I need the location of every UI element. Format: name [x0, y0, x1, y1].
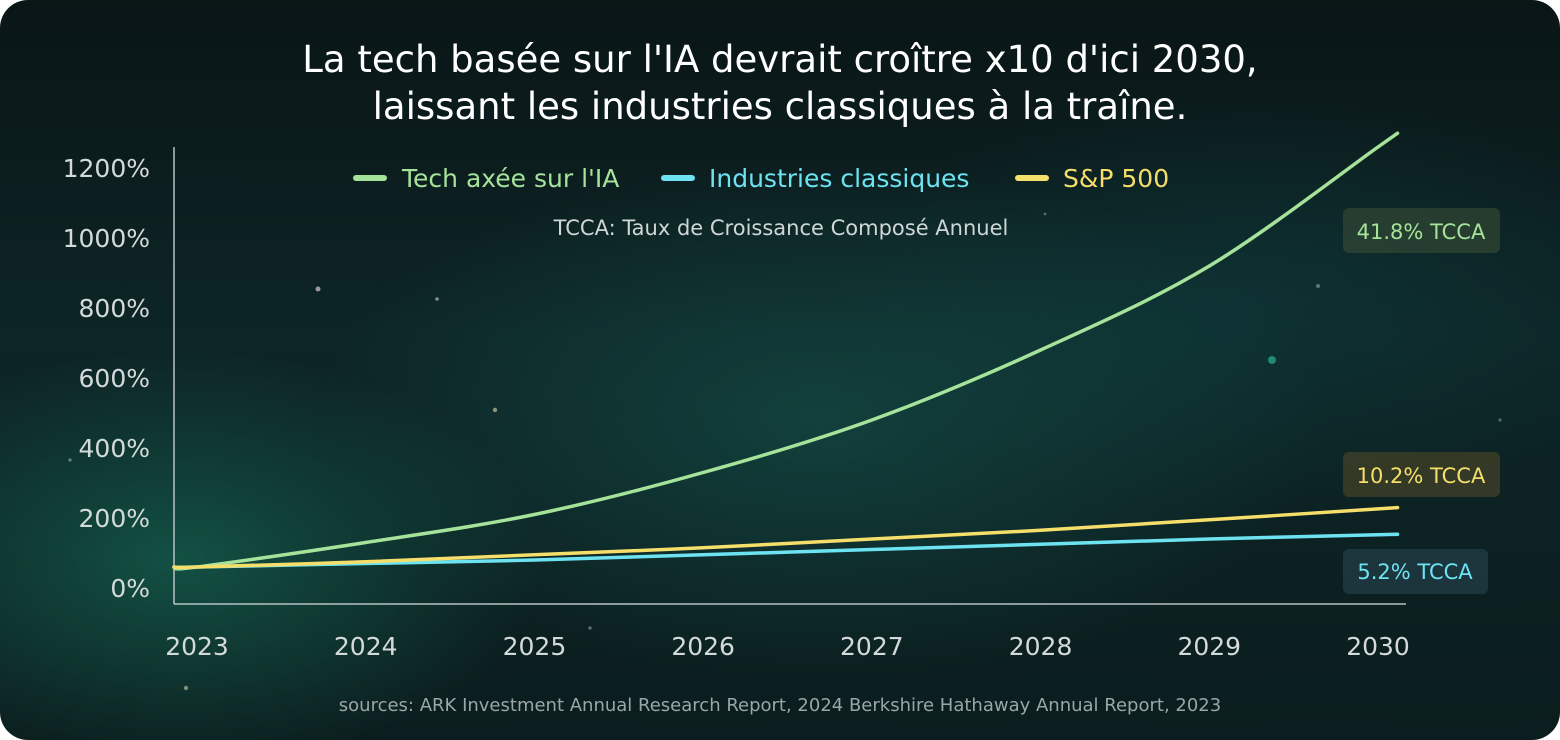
chart-title-line-2: laissant les industries classiques à la … [373, 85, 1188, 128]
x-tick-label: 2025 [503, 632, 567, 661]
y-tick-label: 1000% [63, 224, 150, 253]
source-note: sources: ARK Investment Annual Research … [339, 695, 1221, 716]
chart-title-line-1: La tech basée sur l'IA devrait croître x… [302, 38, 1257, 81]
annotation-tech-label: 41.8% TCCA [1357, 220, 1486, 244]
series-line-sp500 [172, 505, 1400, 570]
annotation-sp500-badge [1343, 452, 1500, 497]
legend: Tech axée sur l'IA Industries classiques… [353, 164, 1169, 193]
x-tick-label: 2026 [671, 632, 735, 661]
legend-label-industries: Industries classiques [709, 164, 969, 193]
series-line-tech [172, 131, 1400, 571]
annotation-industries: 5.2% TCCA [1343, 549, 1488, 594]
annotation-sp500-label: 10.2% TCCA [1357, 464, 1486, 488]
y-tick-labels: 0% 200% 400% 600% 800% 1000% 1200% [63, 154, 150, 603]
background-stars [68, 212, 1502, 691]
x-tick-label: 2024 [334, 632, 398, 661]
y-tick-label: 600% [79, 364, 150, 393]
x-tick-labels: 2023 2024 2025 2026 2027 2028 2029 2030 [165, 632, 1410, 661]
x-tick-label: 2023 [165, 632, 229, 661]
x-tick-label: 2027 [840, 632, 904, 661]
annotation-industries-badge [1343, 549, 1488, 594]
legend-label-tech: Tech axée sur l'IA [401, 164, 619, 193]
legend-label-sp500: S&P 500 [1063, 164, 1169, 193]
y-tick-label: 0% [110, 574, 150, 603]
y-tick-label: 1200% [63, 154, 150, 183]
x-tick-label: 2028 [1009, 632, 1073, 661]
legend-swatch-industries [661, 175, 695, 181]
legend-swatch-tech [353, 175, 387, 181]
annotation-sp500: 10.2% TCCA [1343, 452, 1500, 497]
x-tick-label: 2029 [1177, 632, 1241, 661]
y-tick-label: 200% [79, 504, 150, 533]
series-lines [172, 131, 1400, 571]
y-tick-label: 400% [79, 434, 150, 463]
annotation-industries-label: 5.2% TCCA [1357, 560, 1473, 584]
legend-swatch-sp500 [1015, 175, 1049, 181]
x-tick-label: 2030 [1346, 632, 1410, 661]
annotation-tech-badge [1343, 208, 1500, 253]
y-tick-label: 800% [79, 294, 150, 323]
chart-subtitle: TCCA: Taux de Croissance Composé Annuel [553, 216, 1009, 240]
annotation-tech: 41.8% TCCA [1343, 208, 1500, 253]
